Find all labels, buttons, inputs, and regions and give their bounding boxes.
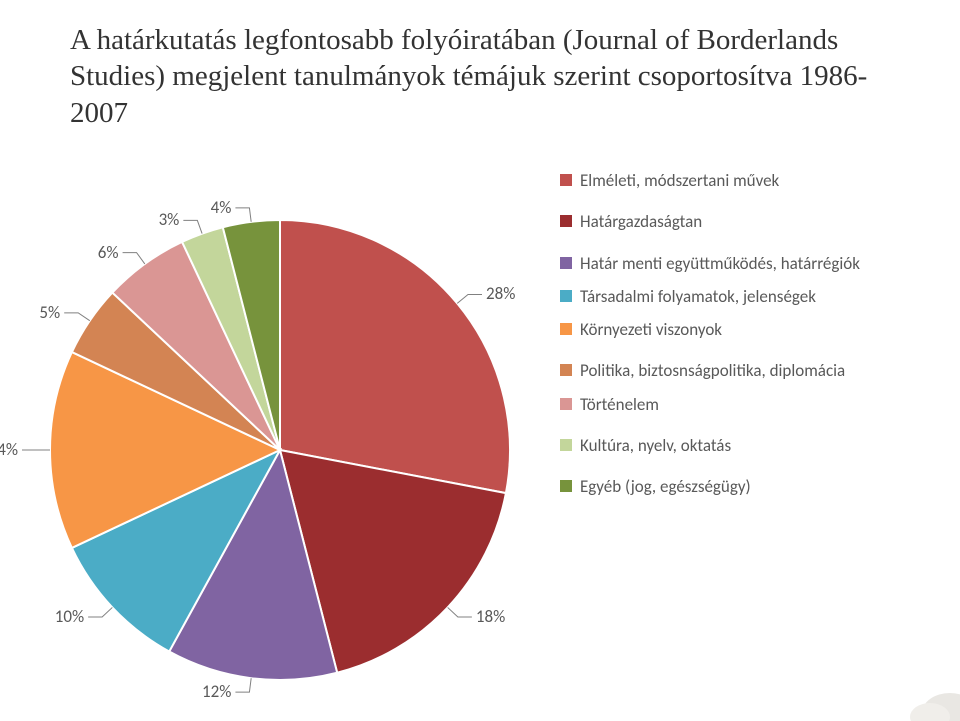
legend-label: Történelem bbox=[580, 394, 659, 415]
label-leader bbox=[235, 678, 251, 692]
legend-label: Egyéb (jog, egészségügy) bbox=[580, 476, 751, 497]
legend-item: Kultúra, nyelv, oktatás bbox=[560, 435, 950, 456]
pie-slice-label: 12% bbox=[191, 681, 231, 702]
page: A határkutatás legfontosabb folyóiratába… bbox=[0, 0, 960, 721]
legend-swatch bbox=[560, 174, 572, 186]
label-leader bbox=[64, 313, 90, 321]
label-leader bbox=[448, 607, 472, 617]
legend-label: Határgazdaságtan bbox=[580, 211, 702, 232]
pie-slice-label: 10% bbox=[44, 606, 84, 627]
legend-item: Határgazdaságtan bbox=[560, 211, 950, 232]
pie-slice bbox=[280, 220, 510, 493]
pie-slice-label: 5% bbox=[20, 302, 60, 323]
legend-swatch bbox=[560, 480, 572, 492]
legend-label: Határ menti együttműködés, határrégiók bbox=[580, 253, 860, 274]
legend-swatch bbox=[560, 439, 572, 451]
label-leader bbox=[183, 220, 202, 233]
pie-slice-label: 3% bbox=[139, 209, 179, 230]
legend-swatch bbox=[560, 398, 572, 410]
pie-slice-label: 28% bbox=[486, 283, 515, 304]
legend-swatch bbox=[560, 257, 572, 269]
label-leader bbox=[123, 253, 145, 264]
legend: Elméleti, módszertani művek Határgazdaság… bbox=[560, 170, 950, 517]
legend-item: Társadalmi folyamatok, jelenségek bbox=[560, 286, 950, 307]
pie-slice-label: 18% bbox=[476, 606, 505, 627]
legend-label: Kultúra, nyelv, oktatás bbox=[580, 435, 731, 456]
chart-title: A határkutatás legfontosabb folyóiratába… bbox=[70, 22, 890, 131]
label-leader bbox=[235, 208, 251, 222]
legend-item: Politika, biztosnságpolitika, diplomácia bbox=[560, 360, 950, 381]
pie-slice-label: 14% bbox=[0, 439, 18, 460]
legend-label: Környezeti viszonyok bbox=[580, 319, 722, 340]
legend-swatch bbox=[560, 364, 572, 376]
label-leader bbox=[88, 607, 112, 617]
legend-swatch bbox=[560, 323, 572, 335]
legend-item: Környezeti viszonyok bbox=[560, 319, 950, 340]
legend-item: Egyéb (jog, egészségügy) bbox=[560, 476, 950, 497]
legend-swatch bbox=[560, 290, 572, 302]
legend-item: Elméleti, módszertani művek bbox=[560, 170, 950, 191]
legend-label: Elméleti, módszertani művek bbox=[580, 170, 779, 191]
pie-slice-label: 4% bbox=[191, 197, 231, 218]
legend-label: Politika, biztosnságpolitika, diplomácia bbox=[580, 360, 845, 381]
legend-swatch bbox=[560, 215, 572, 227]
legend-item: Határ menti együttműködés, határrégiók bbox=[560, 253, 950, 274]
pie-slice-label: 6% bbox=[79, 242, 119, 263]
legend-label: Társadalmi folyamatok, jelenségek bbox=[580, 286, 816, 307]
legend-item: Történelem bbox=[560, 394, 950, 415]
label-leader bbox=[457, 294, 482, 303]
